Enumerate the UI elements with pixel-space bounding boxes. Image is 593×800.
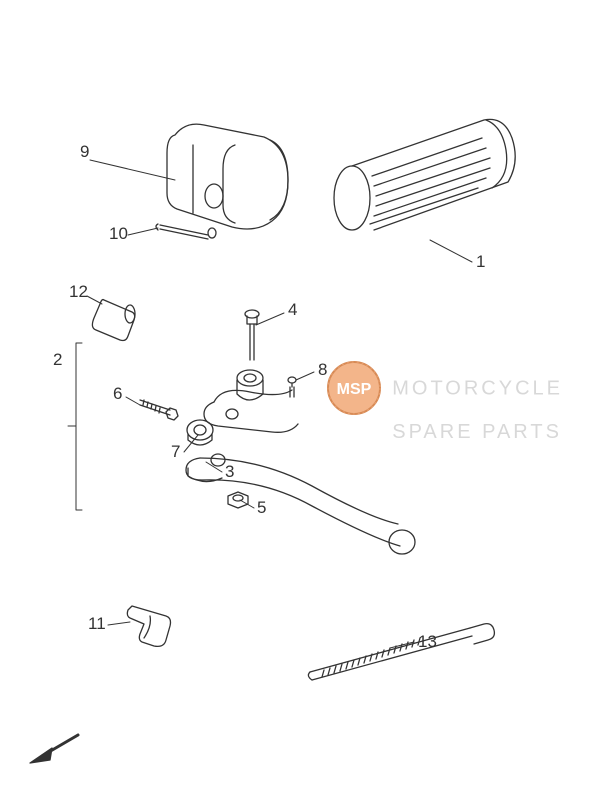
callout-4: 4 <box>288 300 297 320</box>
callout-2: 2 <box>53 350 62 370</box>
part-screw-10 <box>156 224 216 239</box>
callout-5: 5 <box>257 498 266 518</box>
callout-6: 6 <box>113 384 122 404</box>
callout-13: 13 <box>418 632 437 652</box>
bracket-2 <box>68 343 82 510</box>
callout-7: 7 <box>171 442 180 462</box>
diagram-svg <box>0 0 593 800</box>
callout-11: 11 <box>88 614 106 634</box>
callout-9: 9 <box>80 142 89 162</box>
part-bolt-6 <box>140 400 178 420</box>
part-band-13 <box>308 624 494 680</box>
part-bolt-4 <box>245 310 259 360</box>
part-switch-housing <box>167 124 288 229</box>
callout-10: 10 <box>109 224 128 244</box>
callout-3: 3 <box>225 462 234 482</box>
callout-1: 1 <box>476 252 485 272</box>
direction-arrow <box>30 735 78 763</box>
part-grip <box>334 119 515 230</box>
leader-lines <box>87 160 472 648</box>
part-nut-5 <box>228 492 248 508</box>
part-cap-12 <box>92 300 135 341</box>
part-screw-8 <box>288 377 296 397</box>
part-lever-assembly <box>186 370 415 554</box>
callout-8: 8 <box>318 360 327 380</box>
diagram-canvas: 1 2 3 4 5 6 7 8 9 10 11 12 13 MSP MOTORC… <box>0 0 593 800</box>
part-boot-11 <box>127 606 170 646</box>
callout-12: 12 <box>69 282 88 302</box>
